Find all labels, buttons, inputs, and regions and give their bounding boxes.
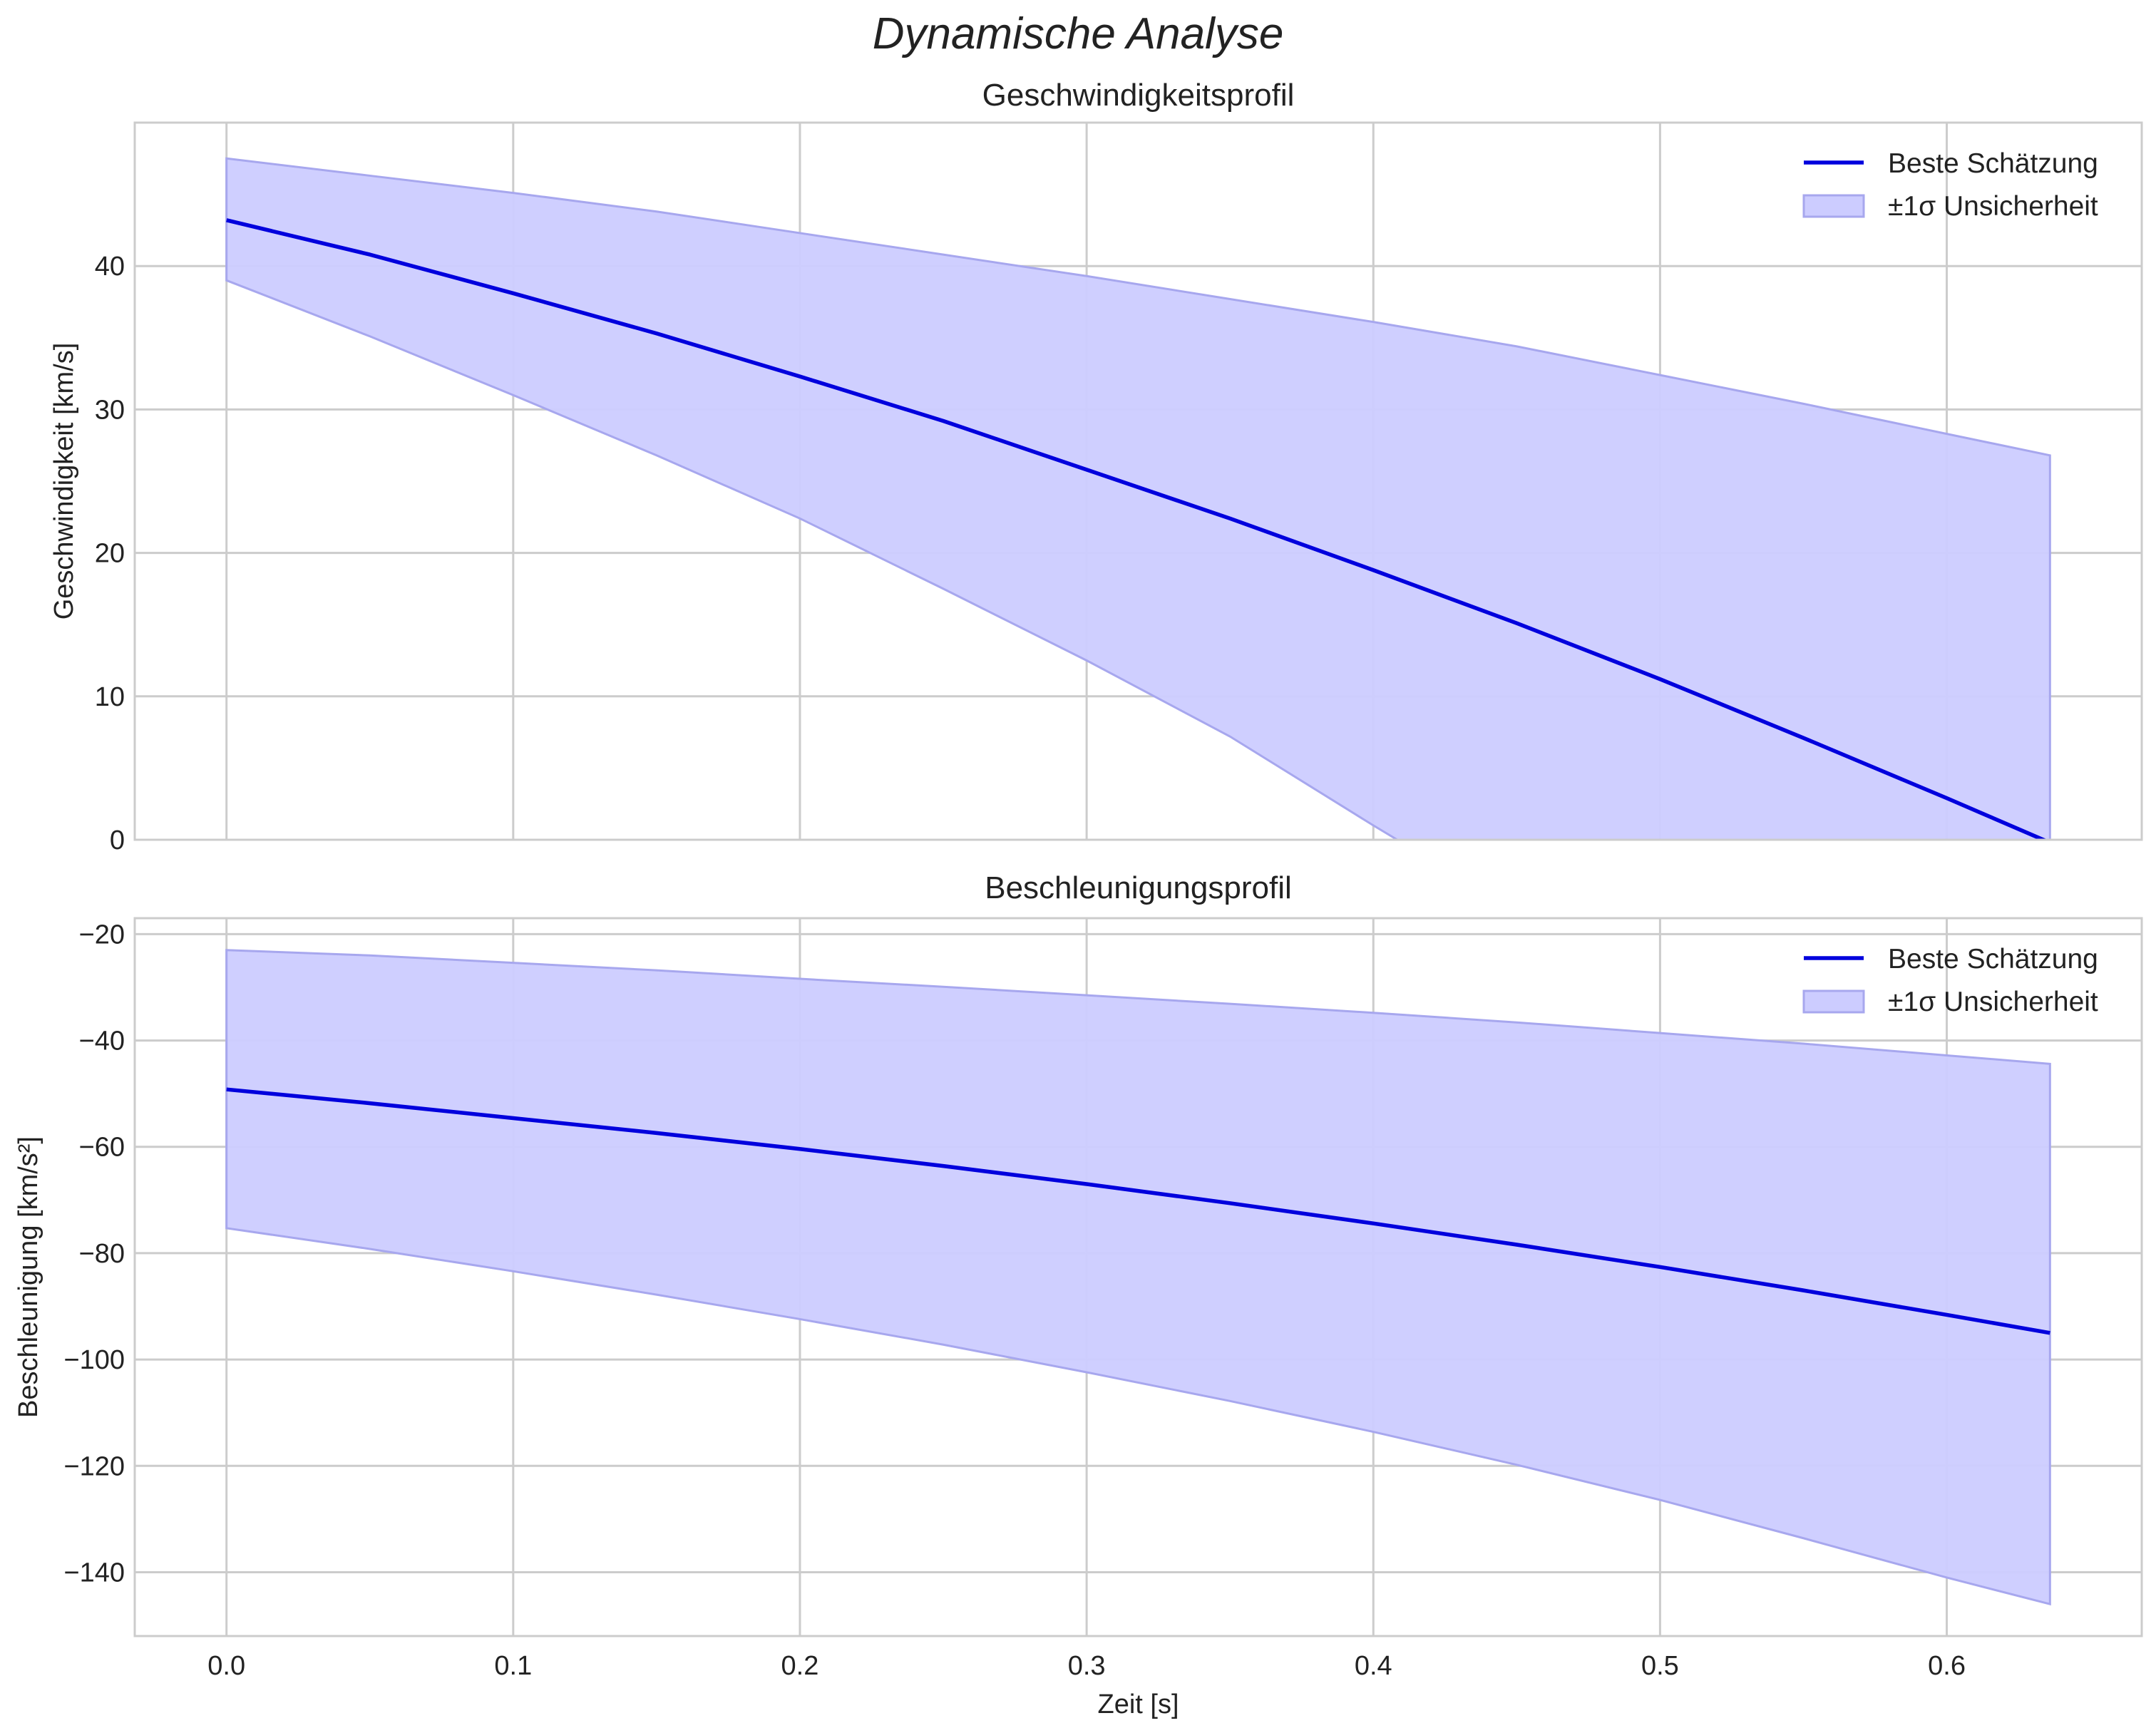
acceleration-uncertainty-band bbox=[225, 949, 2051, 1606]
y-tick-label: 20 bbox=[95, 539, 125, 569]
plot-velocity: Geschwindigkeitsprofil 0 10 20 30 40 Geschwind… bbox=[49, 78, 2143, 855]
legend-label-uncertainty: ±1σ Unsicherheit bbox=[1888, 191, 2098, 222]
legend-band-swatch bbox=[1802, 194, 1865, 218]
velocity-axes-frame bbox=[133, 121, 2143, 841]
y-tick-label: 10 bbox=[95, 682, 125, 712]
acceleration-axes-frame bbox=[133, 917, 2143, 1637]
figure-title: Dynamische Analyse bbox=[873, 9, 1284, 58]
y-tick-label: −20 bbox=[79, 920, 125, 950]
acceleration-ylabel: Beschleunigung [km/s²] bbox=[14, 1136, 43, 1418]
velocity-uncertainty-band bbox=[225, 157, 2051, 840]
x-tick-label: 0.2 bbox=[781, 1651, 819, 1681]
legend-band-swatch bbox=[1802, 989, 1865, 1014]
y-tick-label: 0 bbox=[110, 826, 125, 855]
velocity-title: Geschwindigkeitsprofil bbox=[982, 78, 1295, 113]
velocity-legend: Beste Schätzung ±1σ Unsicherheit bbox=[1802, 148, 2098, 222]
y-tick-label: −40 bbox=[79, 1027, 125, 1056]
acceleration-best-estimate-line bbox=[226, 1087, 2050, 1335]
y-tick-label: −80 bbox=[79, 1239, 125, 1269]
acceleration-title: Beschleunigungsprofil bbox=[985, 870, 1292, 905]
legend-label-best-estimate: Beste Schätzung bbox=[1888, 944, 2098, 974]
y-tick-label: −140 bbox=[63, 1558, 125, 1588]
x-tick-label: 0.4 bbox=[1355, 1651, 1392, 1681]
x-tick-label: 0.3 bbox=[1068, 1651, 1106, 1681]
x-tick-label: 0.5 bbox=[1641, 1651, 1679, 1681]
y-tick-label: −120 bbox=[63, 1451, 125, 1481]
velocity-best-estimate-line bbox=[226, 218, 2048, 840]
velocity-ylabel: Geschwindigkeit [km/s] bbox=[49, 343, 79, 620]
y-tick-label: 30 bbox=[95, 395, 125, 425]
x-tick-label: 0.0 bbox=[207, 1651, 245, 1681]
x-tick-label: 0.1 bbox=[494, 1651, 532, 1681]
acceleration-xlabel: Zeit [s] bbox=[1097, 1690, 1179, 1719]
acceleration-legend: Beste Schätzung ±1σ Unsicherheit bbox=[1802, 944, 2098, 1017]
legend-label-best-estimate: Beste Schätzung bbox=[1888, 148, 2098, 179]
legend-label-uncertainty: ±1σ Unsicherheit bbox=[1888, 987, 2098, 1017]
x-tick-label: 0.6 bbox=[1928, 1651, 1966, 1681]
plot-acceleration: Beschleunigungsprofil −20 −40 −60 −80 −100 −12… bbox=[14, 870, 2143, 1719]
y-tick-label: −60 bbox=[79, 1133, 125, 1163]
y-tick-label: −100 bbox=[63, 1345, 125, 1375]
y-tick-label: 40 bbox=[95, 252, 125, 282]
